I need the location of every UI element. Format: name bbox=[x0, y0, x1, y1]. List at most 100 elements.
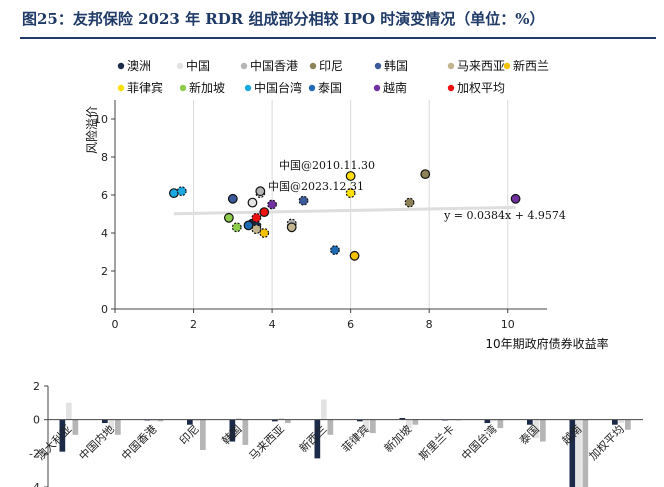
bar bbox=[102, 419, 108, 424]
scatter-point bbox=[169, 188, 179, 199]
bar bbox=[59, 419, 66, 452]
scatter-point bbox=[330, 245, 340, 256]
y-tick-label: 8 bbox=[101, 151, 108, 164]
trendline-equation: y = 0.0384x + 4.9574 bbox=[443, 209, 566, 222]
bar-y-ticks: -4 -2 0 2 bbox=[29, 380, 48, 487]
bar bbox=[321, 399, 327, 420]
scatter-ticks: 0 2 4 6 8 10 0 2 4 6 8 10 bbox=[94, 113, 515, 331]
scatter-y-label: 风险溢价 bbox=[84, 106, 99, 154]
legend-marker bbox=[374, 62, 382, 70]
bar-category-label: 新加坡 bbox=[381, 422, 414, 455]
x-tick-label: 4 bbox=[269, 318, 276, 331]
bar-y-tick-label: -2 bbox=[29, 447, 40, 460]
bar bbox=[370, 419, 376, 434]
bar bbox=[357, 419, 363, 422]
annotation-china-2023: 中国@2023.12.31 bbox=[268, 180, 364, 193]
bar bbox=[66, 402, 72, 420]
bar bbox=[151, 419, 157, 422]
bar-category-label: 印尼 bbox=[177, 423, 202, 448]
scatter-point bbox=[231, 222, 242, 233]
bar bbox=[497, 419, 504, 429]
scatter-point bbox=[404, 197, 415, 208]
bar bbox=[193, 419, 200, 422]
y-tick-label: 2 bbox=[101, 265, 108, 278]
legend-label: 菲律宾 bbox=[127, 80, 163, 95]
scatter-points bbox=[169, 169, 521, 261]
bar bbox=[115, 419, 121, 435]
legend-marker bbox=[503, 62, 511, 70]
bar bbox=[625, 419, 631, 430]
bar bbox=[612, 419, 618, 425]
scatter-x-label: 10年期政府债券收益率 bbox=[485, 336, 608, 351]
annotation-china-2010: 中国@2010.11.30 bbox=[279, 159, 375, 172]
bar-y-tick-label: 2 bbox=[33, 380, 40, 393]
bar bbox=[406, 419, 412, 429]
title-rule bbox=[20, 37, 656, 39]
legend-label: 新加坡 bbox=[189, 80, 225, 95]
bar-y-tick-label: -4 bbox=[29, 481, 40, 487]
bar bbox=[108, 419, 115, 429]
legend-marker bbox=[117, 84, 125, 92]
legend-marker bbox=[240, 62, 248, 70]
legend-label: 韩国 bbox=[384, 58, 408, 73]
bar-category-label: 斯里兰卡 bbox=[417, 423, 457, 463]
scatter-point bbox=[251, 224, 262, 235]
legend-marker bbox=[176, 62, 184, 70]
x-tick-label: 2 bbox=[190, 318, 197, 331]
bar bbox=[314, 419, 321, 459]
scatter-point bbox=[510, 193, 521, 204]
x-tick-label: 10 bbox=[501, 318, 515, 331]
legend-label: 印尼 bbox=[319, 59, 343, 73]
y-tick-label: 0 bbox=[101, 303, 108, 316]
bar-category-label: 中国内地 bbox=[76, 422, 117, 463]
bar-category-label: 新西兰 bbox=[296, 422, 329, 455]
legend-label: 越南 bbox=[383, 80, 407, 95]
bar bbox=[272, 419, 278, 422]
x-tick-label: 6 bbox=[347, 318, 354, 331]
legend-marker bbox=[308, 84, 316, 92]
y-tick-label: 10 bbox=[94, 113, 108, 126]
bar-category-label: 澳大利亚 bbox=[33, 422, 74, 463]
bar-marks bbox=[59, 399, 631, 487]
legend-label: 泰国 bbox=[318, 81, 342, 95]
scatter-point bbox=[176, 186, 187, 197]
bar bbox=[484, 419, 491, 424]
legend-label: 中国香港 bbox=[250, 58, 298, 73]
bar-category-label: 加权平均 bbox=[587, 423, 627, 463]
scatter-point bbox=[259, 228, 270, 238]
scatter-point bbox=[420, 169, 431, 180]
bar bbox=[285, 419, 291, 424]
bar bbox=[491, 419, 497, 422]
figure-title: 图25：友邦保险 2023 年 RDR 组成部分相较 IPO 时演变情况（单位：… bbox=[22, 10, 545, 28]
x-tick-label: 0 bbox=[112, 318, 119, 331]
y-tick-label: 6 bbox=[101, 189, 108, 202]
scatter-point bbox=[349, 250, 360, 261]
bar bbox=[533, 419, 540, 439]
bar-category-label: 马来西亚 bbox=[247, 423, 287, 463]
scatter-point bbox=[286, 222, 297, 233]
bar-chart: -4 -2 0 2 澳大利亚中国内地中国香港印尼韩国马来西亚新西兰菲律宾新加坡斯里兰卡… bbox=[29, 380, 643, 487]
bar-category-label: 韩国 bbox=[219, 422, 244, 447]
bar bbox=[236, 417, 242, 420]
scatter-point bbox=[255, 186, 266, 197]
scatter-point bbox=[267, 199, 277, 210]
scatter-grid bbox=[193, 100, 509, 309]
bar bbox=[327, 419, 334, 435]
bar bbox=[582, 419, 589, 487]
legend-label: 澳洲 bbox=[127, 59, 151, 73]
scatter-point bbox=[259, 207, 270, 218]
legend-label: 中国台湾 bbox=[254, 80, 302, 95]
bar bbox=[363, 419, 370, 430]
bar bbox=[576, 419, 582, 487]
bar bbox=[278, 417, 285, 420]
bar bbox=[242, 419, 249, 445]
bar-category-label: 中国香港 bbox=[119, 423, 159, 463]
legend-marker bbox=[309, 62, 317, 70]
bar bbox=[618, 419, 625, 424]
legend-marker bbox=[447, 84, 455, 92]
bar bbox=[229, 419, 236, 442]
scatter-point bbox=[223, 212, 234, 223]
bar-category-label: 中国台湾 bbox=[458, 422, 499, 463]
legend-label: 中国 bbox=[186, 58, 210, 73]
legend-label: 加权平均 bbox=[457, 81, 505, 95]
